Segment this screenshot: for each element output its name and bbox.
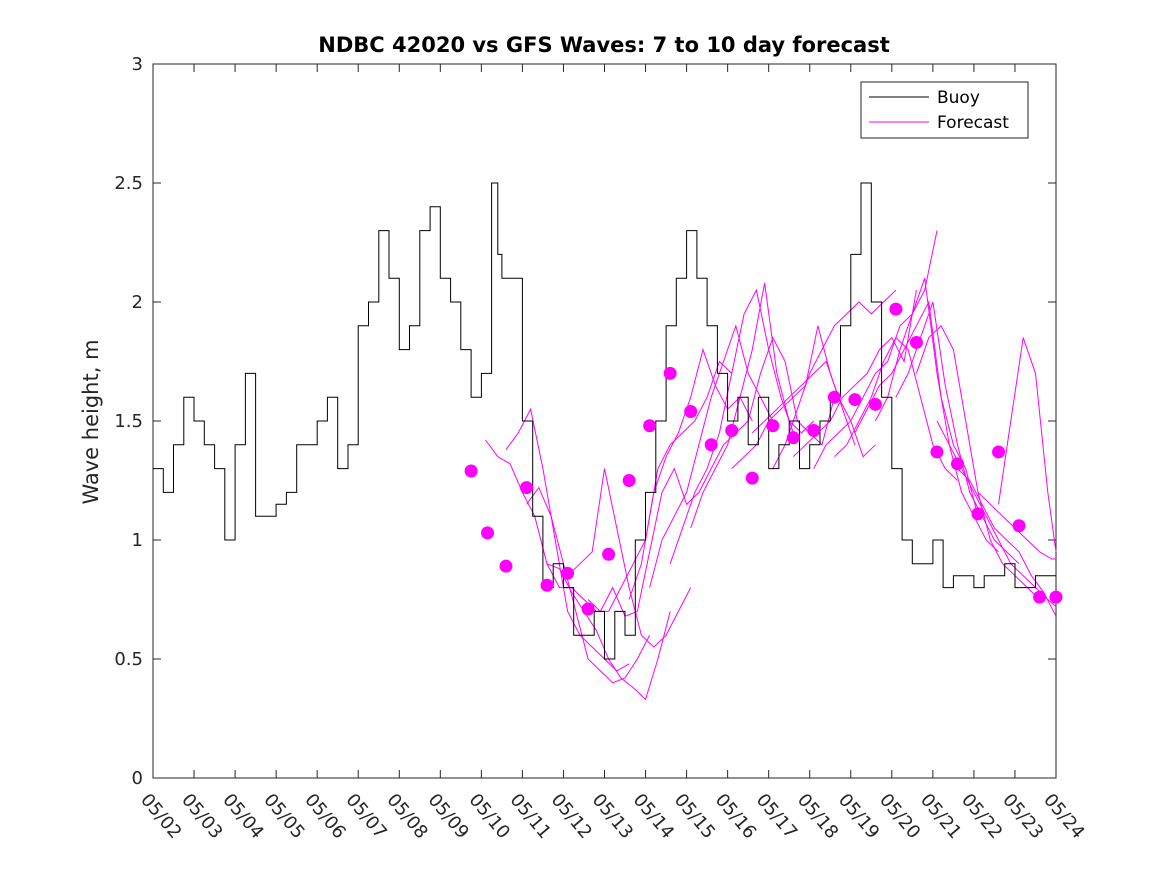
plot-area: 00.511.522.5305/0205/0305/0405/0505/0605… — [114, 54, 1088, 843]
legend-label-forecast: Forecast — [937, 113, 1009, 133]
forecast-track-line — [608, 360, 733, 612]
forecast-point — [704, 438, 718, 452]
forecast-track-line — [977, 492, 1056, 560]
x-tick-label: 05/21 — [916, 790, 965, 843]
forecast-track-line — [915, 324, 1040, 600]
y-tick-label: 3 — [132, 54, 143, 75]
x-tick-label: 05/20 — [875, 790, 924, 843]
forecast-point — [520, 481, 534, 495]
x-tick-label: 05/24 — [1039, 790, 1088, 843]
forecast-point — [992, 445, 1006, 459]
axes-frame — [152, 63, 1057, 779]
forecast-point — [889, 302, 903, 316]
legend-label-buoy: Buoy — [937, 88, 980, 108]
x-tick-label: 05/11 — [506, 790, 555, 843]
y-tick-label: 2 — [132, 292, 143, 313]
x-tick-label: 05/17 — [752, 790, 801, 843]
forecast-track-line — [998, 337, 1057, 552]
y-tick-label: 1.5 — [114, 411, 143, 432]
forecast-point — [561, 566, 575, 580]
forecast-point — [1049, 590, 1063, 604]
forecast-point — [766, 419, 780, 433]
y-tick-label: 0 — [132, 768, 143, 789]
forecast-track-line — [587, 467, 712, 617]
forecast-point — [950, 457, 964, 471]
forecast-track-line — [874, 278, 999, 553]
forecast-point — [745, 471, 759, 485]
x-tick-label: 05/03 — [177, 790, 226, 843]
x-tick-label: 05/18 — [793, 790, 842, 843]
x-tick-label: 05/06 — [300, 790, 349, 843]
x-tick-label: 05/05 — [259, 790, 308, 843]
forecast-point — [868, 397, 882, 411]
forecast-track-line — [710, 336, 835, 469]
x-tick-label: 05/02 — [136, 790, 185, 843]
x-tick-label: 05/14 — [629, 790, 678, 843]
forecast-point — [602, 547, 616, 561]
forecast-point — [909, 335, 923, 349]
chart-title: NDBC 42020 vs GFS Waves: 7 to 10 day for… — [318, 33, 889, 57]
forecast-track-line — [628, 347, 753, 600]
forecast-point — [684, 404, 698, 418]
x-tick-label: 05/07 — [341, 790, 390, 843]
forecast-point — [930, 445, 944, 459]
x-tick-label: 05/22 — [957, 790, 1006, 843]
forecast-point — [786, 431, 800, 445]
forecast-point — [581, 602, 595, 616]
forecast-track-line — [649, 324, 774, 588]
forecast-point — [1033, 590, 1047, 604]
forecast-point — [622, 474, 636, 487]
forecast-point — [807, 424, 821, 438]
x-tick-label: 05/16 — [711, 790, 760, 843]
buoy-series-line — [153, 182, 1056, 660]
x-tick-label: 05/23 — [998, 790, 1047, 843]
forecast-point — [663, 366, 677, 380]
forecast-point — [725, 424, 739, 438]
x-tick-label: 05/09 — [423, 790, 472, 843]
forecast-track-line — [895, 301, 1020, 565]
x-tick-label: 05/10 — [465, 790, 514, 843]
forecast-point — [464, 464, 478, 478]
y-tick-label: 0.5 — [114, 649, 143, 670]
y-tick-label: 2.5 — [114, 173, 143, 194]
forecast-point — [499, 559, 513, 573]
forecast-track-line — [669, 288, 794, 564]
legend: Buoy Forecast — [860, 81, 1029, 139]
forecast-track-line — [567, 468, 692, 648]
forecast-point — [848, 393, 862, 407]
forecast-point — [643, 419, 657, 433]
legend-box — [860, 81, 1029, 139]
y-tick-label: 1 — [132, 530, 143, 551]
forecast-track-line — [957, 468, 1057, 617]
forecast-point — [827, 390, 841, 404]
x-tick-label: 05/12 — [547, 790, 596, 843]
y-axis-label: Wave height, m — [79, 339, 103, 504]
forecast-point — [481, 526, 495, 540]
x-tick-label: 05/08 — [382, 790, 431, 843]
x-tick-label: 05/13 — [588, 790, 637, 843]
forecast-track-line — [526, 486, 651, 684]
x-tick-label: 05/04 — [218, 790, 267, 843]
forecast-point — [971, 507, 985, 521]
forecast-track-line — [751, 360, 876, 458]
forecast-track-line — [505, 407, 630, 672]
forecast-track-line — [690, 282, 815, 529]
x-tick-label: 05/15 — [670, 790, 719, 843]
x-tick-label: 05/19 — [834, 790, 883, 843]
forecast-point — [1012, 519, 1026, 533]
forecast-point — [540, 578, 554, 592]
forecast-track-line — [813, 230, 938, 469]
forecast-track-line — [854, 300, 979, 517]
forecast-track-line — [834, 336, 958, 481]
